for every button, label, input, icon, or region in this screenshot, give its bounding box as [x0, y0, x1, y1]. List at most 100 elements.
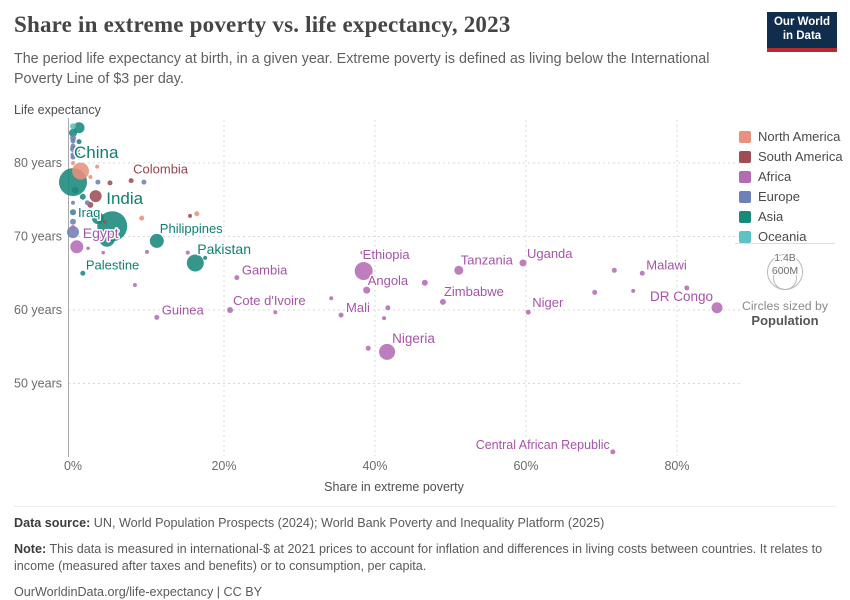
point-palestine[interactable]: [80, 270, 86, 276]
legend-item-oceania[interactable]: Oceania: [739, 229, 843, 244]
point-angola[interactable]: [363, 286, 371, 294]
note-line: Note: This data is measured in internati…: [14, 541, 836, 576]
data-point[interactable]: [592, 289, 598, 295]
data-point[interactable]: [91, 212, 104, 225]
point-mali[interactable]: [338, 312, 344, 318]
legend-item-africa[interactable]: Africa: [739, 169, 843, 184]
data-point[interactable]: [70, 154, 76, 160]
x-tick-label: 60%: [513, 459, 538, 473]
data-point[interactable]: [194, 211, 200, 217]
data-point[interactable]: [382, 316, 387, 321]
point-philippines[interactable]: [149, 233, 164, 248]
country-label-gambia: Gambia: [242, 263, 288, 278]
data-point[interactable]: [188, 213, 193, 218]
legend-label: Oceania: [758, 229, 807, 244]
data-point[interactable]: [631, 288, 636, 293]
point-nigeria[interactable]: [379, 343, 396, 360]
legend-item-south-america[interactable]: South America: [739, 149, 843, 164]
data-point[interactable]: [84, 200, 90, 206]
data-point[interactable]: [360, 250, 364, 255]
data-point[interactable]: [79, 193, 86, 200]
data-point[interactable]: [71, 200, 75, 205]
data-point[interactable]: [185, 250, 190, 255]
data-point[interactable]: [88, 174, 93, 179]
data-point[interactable]: [75, 147, 81, 153]
data-point[interactable]: [67, 226, 79, 239]
point-colombia[interactable]: [128, 178, 134, 184]
data-point[interactable]: [98, 230, 115, 247]
data-point[interactable]: [70, 138, 76, 144]
data-source-label: Data source:: [14, 516, 91, 530]
data-point[interactable]: [71, 186, 79, 194]
data-point[interactable]: [73, 122, 85, 134]
population-size-legend: 1.4B 600M Circles sized by Population: [735, 243, 835, 328]
point-malawi[interactable]: [639, 270, 645, 276]
point-niger[interactable]: [525, 309, 531, 315]
data-point[interactable]: [72, 162, 90, 180]
data-point[interactable]: [273, 310, 278, 315]
data-point[interactable]: [71, 161, 75, 165]
point-pakistan[interactable]: [186, 254, 204, 272]
data-point[interactable]: [144, 249, 149, 254]
data-point[interactable]: [70, 123, 76, 130]
data-point[interactable]: [86, 246, 90, 251]
data-point[interactable]: [70, 225, 76, 231]
data-point[interactable]: [611, 267, 617, 273]
data-point[interactable]: [329, 296, 334, 301]
size-legend-caption-population: Population: [751, 313, 819, 328]
data-point[interactable]: [85, 260, 90, 265]
data-point[interactable]: [69, 128, 77, 137]
data-point[interactable]: [70, 218, 76, 225]
legend-item-europe[interactable]: Europe: [739, 189, 843, 204]
data-point[interactable]: [365, 345, 371, 351]
x-tick-label: 40%: [362, 459, 387, 473]
owid-logo-line1: Our World: [773, 16, 830, 29]
data-point[interactable]: [102, 220, 107, 224]
data-point[interactable]: [107, 180, 113, 186]
data-point[interactable]: [70, 209, 76, 215]
license-link[interactable]: OurWorldinData.org/life-expectancy | CC …: [14, 584, 263, 599]
x-tick-label: 20%: [211, 459, 236, 473]
data-point[interactable]: [89, 190, 102, 203]
data-point[interactable]: [101, 250, 105, 255]
data-point[interactable]: [385, 305, 391, 311]
country-label-uganda: Uganda: [527, 246, 573, 261]
asia-swatch-icon: [739, 210, 751, 223]
country-label-tanzania: Tanzania: [461, 252, 514, 267]
x-axis-title: Share in extreme poverty: [324, 480, 464, 494]
data-point[interactable]: [203, 255, 208, 260]
data-point[interactable]: [684, 285, 690, 291]
data-point[interactable]: [76, 152, 81, 157]
legend-label: South America: [758, 149, 843, 164]
point-guinea[interactable]: [154, 314, 160, 320]
legend-item-north-america[interactable]: North America: [739, 129, 843, 144]
point-dr-congo[interactable]: [711, 302, 723, 314]
data-point[interactable]: [76, 139, 82, 145]
size-label-mid: 600M: [772, 265, 798, 277]
point-ethiopia[interactable]: [354, 262, 373, 281]
country-label-nigeria: Nigeria: [392, 331, 435, 346]
point-gambia[interactable]: [234, 275, 240, 281]
point-zimbabwe[interactable]: [439, 298, 446, 305]
europe-swatch-icon: [739, 190, 751, 203]
owid-logo[interactable]: Our World in Data: [767, 12, 837, 52]
y-tick-label: 70 years: [14, 230, 62, 244]
data-point[interactable]: [132, 283, 137, 288]
point-cote-d-ivoire[interactable]: [227, 307, 234, 313]
data-point[interactable]: [141, 179, 147, 185]
legend-item-asia[interactable]: Asia: [739, 209, 843, 224]
data-point[interactable]: [139, 215, 145, 221]
point-central-african-republic[interactable]: [610, 449, 616, 455]
data-point[interactable]: [70, 143, 76, 149]
point-egypt[interactable]: [70, 240, 84, 254]
size-legend-caption: Circles sized by: [741, 299, 829, 313]
data-source-text: UN, World Population Prospects (2024); W…: [90, 516, 605, 530]
data-point[interactable]: [95, 164, 100, 169]
point-uganda[interactable]: [519, 259, 527, 267]
size-circle-mid: [773, 266, 797, 290]
y-axis-title: Life expectancy: [14, 103, 101, 117]
data-point[interactable]: [421, 279, 428, 286]
point-tanzania[interactable]: [454, 265, 464, 275]
data-point[interactable]: [95, 179, 101, 185]
